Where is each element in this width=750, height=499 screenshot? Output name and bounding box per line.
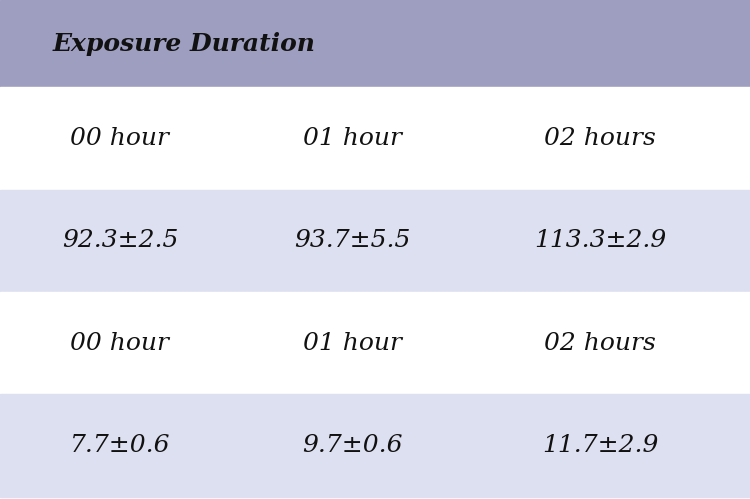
Text: 02 hours: 02 hours [544,331,656,355]
Text: 11.7±2.9: 11.7±2.9 [542,434,658,457]
Bar [0,190,750,292]
Text: 92.3±2.5: 92.3±2.5 [62,229,178,252]
Text: 01 hour: 01 hour [303,331,402,355]
Text: 9.7±0.6: 9.7±0.6 [302,434,403,457]
Text: 00 hour: 00 hour [70,127,170,150]
Text: 02 hours: 02 hours [544,127,656,150]
Text: 7.7±0.6: 7.7±0.6 [70,434,170,457]
Text: 01 hour: 01 hour [303,127,402,150]
Text: 00 hour: 00 hour [70,331,170,355]
Bar [0,0,750,87]
Text: Exposure Duration: Exposure Duration [53,31,315,56]
Bar [0,87,750,190]
Text: 113.3±2.9: 113.3±2.9 [534,229,666,252]
Bar [0,292,750,394]
Text: 93.7±5.5: 93.7±5.5 [294,229,411,252]
Bar [0,394,750,497]
